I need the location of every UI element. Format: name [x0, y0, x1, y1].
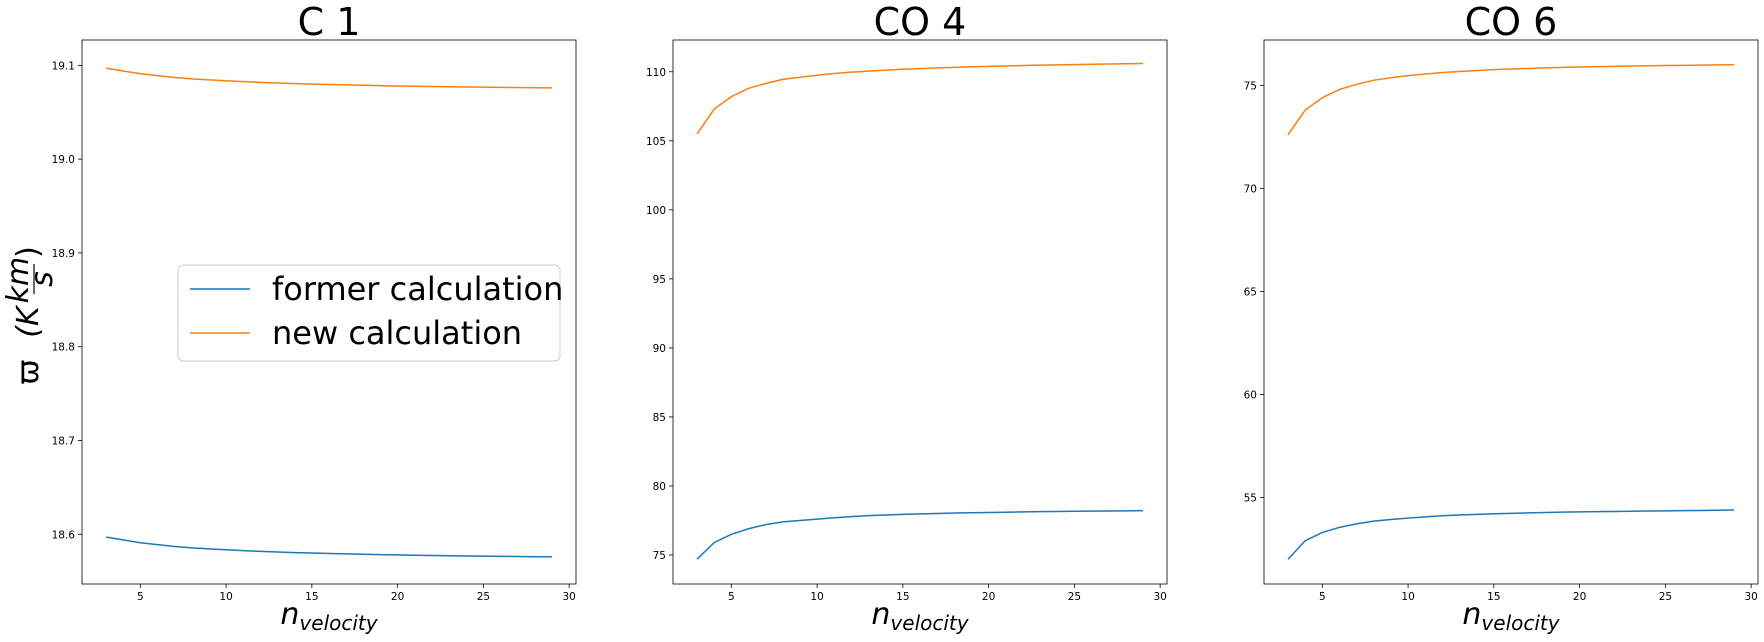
chart-title: CO 4 — [874, 0, 967, 44]
x-tick-label: 15 — [1487, 591, 1500, 603]
x-tick-label: 15 — [896, 591, 909, 603]
y-tick-label: 19.0 — [52, 154, 75, 166]
x-tick-label: 5 — [728, 591, 735, 603]
y-tick-label: 19.1 — [52, 60, 75, 72]
legend-label-former: former calculation — [272, 270, 563, 308]
x-tick-label: 5 — [1319, 591, 1326, 603]
series-line-former — [1287, 509, 1734, 560]
x-tick-label: 25 — [1068, 591, 1081, 603]
x-tick-label: 20 — [982, 591, 995, 603]
legend-label-new: new calculation — [272, 314, 522, 352]
plot-frame — [81, 39, 577, 585]
legend-box — [177, 264, 561, 362]
y-tick-label: 75 — [653, 550, 666, 562]
y-tick-label: 110 — [646, 67, 666, 79]
x-axis-label: nvelocity — [280, 597, 378, 635]
y-tick-label: 18.8 — [52, 342, 75, 354]
y-label-symbol: ϖ — [11, 359, 46, 384]
y-tick-label: 95 — [653, 274, 666, 286]
x-tick-label: 20 — [1573, 591, 1586, 603]
x-axis-label: nvelocity — [1462, 597, 1560, 635]
plot-frame — [1263, 39, 1759, 585]
y-tick-label: 105 — [646, 136, 666, 148]
series-line-new — [105, 67, 552, 89]
y-tick-label: 60 — [1244, 389, 1257, 401]
x-tick-label: 25 — [1659, 591, 1672, 603]
x-tick-label: 10 — [810, 591, 823, 603]
plot-frame — [672, 39, 1168, 585]
x-tick-label: 10 — [219, 591, 232, 603]
chart-title: CO 6 — [1465, 0, 1558, 44]
x-tick-label: 30 — [562, 591, 575, 603]
y-label-frac-num: km — [1, 257, 36, 304]
y-tick-label: 65 — [1244, 286, 1257, 298]
y-tick-label: 85 — [653, 412, 666, 424]
series-line-new — [696, 62, 1144, 135]
chart-panel-2: 5 10 15 20 25 30 75 80 85 90 95 100 105 110 CO 4 nveloc… — [646, 0, 1168, 635]
y-tick-label: 100 — [646, 205, 666, 217]
chart-title: C 1 — [298, 0, 361, 44]
x-tick-label: 10 — [1401, 591, 1414, 603]
series-line-former — [105, 536, 552, 558]
chart-panel-3: 5 10 15 20 25 30 55 60 65 70 75 CO 6 nvelocity — [1244, 0, 1759, 635]
x-tick-label: 30 — [1153, 591, 1166, 603]
y-label-frac-den: s — [25, 271, 60, 287]
x-tick-label: 20 — [391, 591, 404, 603]
y-tick-label: 90 — [653, 343, 666, 355]
y-tick-label: 75 — [1244, 80, 1257, 92]
chart-panel-1: 5 10 15 20 25 30 18.6 18.7 18.8 18.9 19.0 19.1 C 1 nv… — [1, 0, 577, 635]
x-tick-label: 30 — [1744, 591, 1757, 603]
y-label-close: ) — [11, 246, 46, 258]
y-tick-label: 80 — [653, 481, 666, 493]
y-tick-label: 70 — [1244, 183, 1257, 195]
x-tick-label: 25 — [477, 591, 490, 603]
y-tick-label: 18.7 — [52, 435, 75, 447]
series-line-new — [1287, 63, 1734, 136]
x-axis-label: nvelocity — [871, 597, 969, 635]
legend: former calculation new calculation — [177, 264, 563, 362]
y-tick-label: 18.9 — [52, 248, 75, 260]
y-label-unit: (K — [11, 304, 46, 338]
y-tick-label: 18.6 — [52, 529, 76, 541]
x-tick-label: 15 — [305, 591, 318, 603]
series-line-former — [696, 509, 1143, 560]
x-tick-label: 5 — [137, 591, 144, 603]
y-tick-label: 55 — [1244, 492, 1257, 504]
